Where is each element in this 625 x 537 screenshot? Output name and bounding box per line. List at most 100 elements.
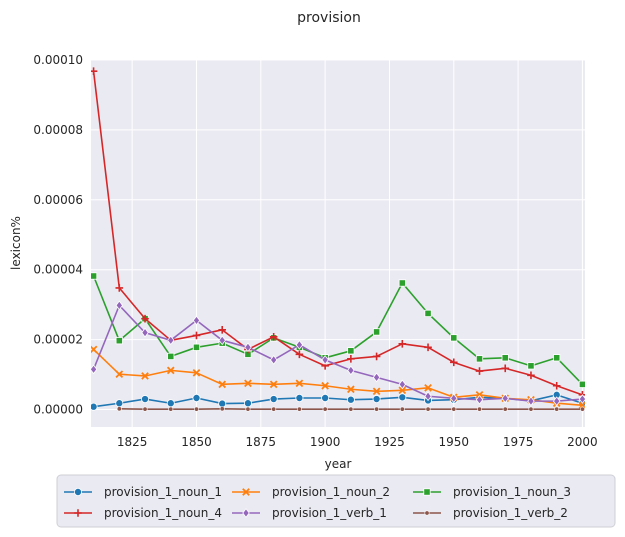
data-point-provision-1-noun-3 [450,334,458,342]
y-axis-label: lexicon% [9,216,23,270]
x-tick-label: 2000 [567,435,598,449]
legend-swatch-marker [242,508,250,518]
y-tick-label: 0.00008 [33,123,83,137]
data-point-provision-1-noun-4 [269,333,278,341]
data-point-provision-1-verb-2 [399,406,405,412]
data-point-provision-1-noun-2 [578,401,585,410]
data-point-provision-1-verb-1 [372,372,381,383]
x-axis: 1825 1850 1875 1900 1925 1950 1975 2000 [117,435,598,449]
legend-swatch-marker [74,509,82,517]
data-point-provision-1-noun-2 [372,387,381,396]
data-point-provision-1-noun-4 [347,355,355,363]
data-point-provision-1-noun-3 [372,328,381,336]
data-point-provision-1-verb-2 [528,406,534,412]
x-axis-label: year [325,457,352,471]
data-point-provision-1-noun-4 [398,340,407,348]
series-provision-1-verb-2 [116,406,585,412]
legend-box [56,474,616,528]
data-point-provision-1-noun-3 [475,355,484,363]
data-point-provision-1-verb-2 [219,406,225,412]
data-point-provision-1-noun-1 [398,393,407,402]
data-point-provision-1-noun-2 [424,384,432,392]
legend-item-provision-1-noun-4: provision_1_noun_4 [64,506,222,520]
data-point-provision-1-verb-2 [374,406,380,412]
data-point-provision-1-noun-2 [295,379,304,388]
data-point-provision-1-noun-2 [192,368,201,377]
series-layer [91,67,585,412]
data-point-provision-1-noun-1 [166,399,175,408]
legend-swatch-marker [424,510,430,516]
data-point-provision-1-verb-2 [477,406,483,412]
data-point-provision-1-noun-3 [167,352,175,360]
data-point-provision-1-verb-2 [116,406,122,412]
series-provision-1-noun-2 [91,345,585,410]
data-point-provision-1-verb-2 [425,406,431,412]
data-point-provision-1-noun-2 [398,386,407,395]
data-point-provision-1-noun-3 [115,337,123,345]
data-point-provision-1-noun-4 [424,343,432,352]
x-tick-label: 1875 [246,435,277,449]
data-point-provision-1-verb-1 [552,396,561,406]
data-point-provision-1-verb-1 [167,335,175,346]
data-point-provision-1-noun-3 [398,279,406,287]
data-point-provision-1-verb-2 [296,406,302,412]
data-point-provision-1-verb-2 [271,406,277,412]
data-point-provision-1-noun-4 [372,352,381,361]
data-point-provision-1-noun-4 [295,350,304,359]
data-point-provision-1-noun-3 [501,354,509,362]
data-point-provision-1-noun-1 [372,395,381,404]
data-point-provision-1-verb-1 [398,379,407,390]
data-point-provision-1-noun-3 [91,272,98,280]
data-point-provision-1-noun-2 [218,380,227,389]
data-point-provision-1-verb-2 [322,406,328,412]
data-point-provision-1-noun-2 [321,381,329,390]
x-tick-label: 1850 [181,435,212,449]
data-point-provision-1-noun-3 [192,343,201,351]
data-point-provision-1-noun-4 [527,371,535,380]
data-point-provision-1-noun-4 [552,381,561,390]
data-point-provision-1-noun-4 [115,284,124,292]
legend-label: provision_1_verb_2 [453,506,568,520]
data-point-provision-1-verb-1 [450,393,458,404]
x-tick-label: 1975 [503,435,534,449]
data-point-provision-1-noun-1 [269,395,278,404]
data-point-provision-1-noun-2 [91,345,98,354]
data-point-provision-1-noun-1 [218,399,227,408]
data-point-provision-1-verb-1 [91,364,98,375]
data-point-provision-1-verb-1 [192,315,201,326]
data-point-provision-1-noun-2 [269,380,278,389]
legend-label: provision_1_noun_2 [272,485,390,499]
y-tick-label: 0.00002 [33,333,83,347]
series-line-provision-1-noun-2 [93,348,583,407]
data-point-provision-1-noun-1 [321,393,330,402]
data-point-provision-1-verb-2 [579,406,585,412]
data-point-provision-1-verb-1 [501,393,509,404]
x-tick-label: 1825 [117,435,148,449]
data-point-provision-1-verb-1 [244,342,252,353]
x-tick-label: 1900 [310,435,341,449]
data-point-provision-1-noun-4 [449,358,458,367]
data-point-provision-1-verb-1 [321,355,329,365]
legend-item-provision-1-noun-1: provision_1_noun_1 [64,485,222,499]
data-point-provision-1-noun-1 [346,395,355,404]
data-point-provision-1-verb-2 [451,406,457,412]
data-point-provision-1-noun-2 [475,391,484,399]
data-point-provision-1-noun-3 [424,309,432,318]
data-point-provision-1-verb-1 [424,391,432,402]
data-point-provision-1-verb-1 [115,300,124,311]
data-point-provision-1-noun-4 [218,326,227,334]
x-tick-label: 1950 [439,435,470,449]
data-point-provision-1-noun-4 [501,364,510,373]
data-point-provision-1-noun-2 [244,379,252,388]
data-point-provision-1-noun-3 [578,380,585,388]
data-point-provision-1-noun-4 [475,367,484,375]
x-tick-label: 1925 [374,435,405,449]
y-tick-label: 0.00006 [33,193,83,207]
legend-item-provision-1-verb-1: provision_1_verb_1 [232,506,387,520]
chart-title: provision [297,10,361,26]
data-point-provision-1-verb-1 [295,340,304,350]
data-point-provision-1-noun-1 [192,393,201,402]
data-point-provision-1-noun-4 [91,67,98,75]
